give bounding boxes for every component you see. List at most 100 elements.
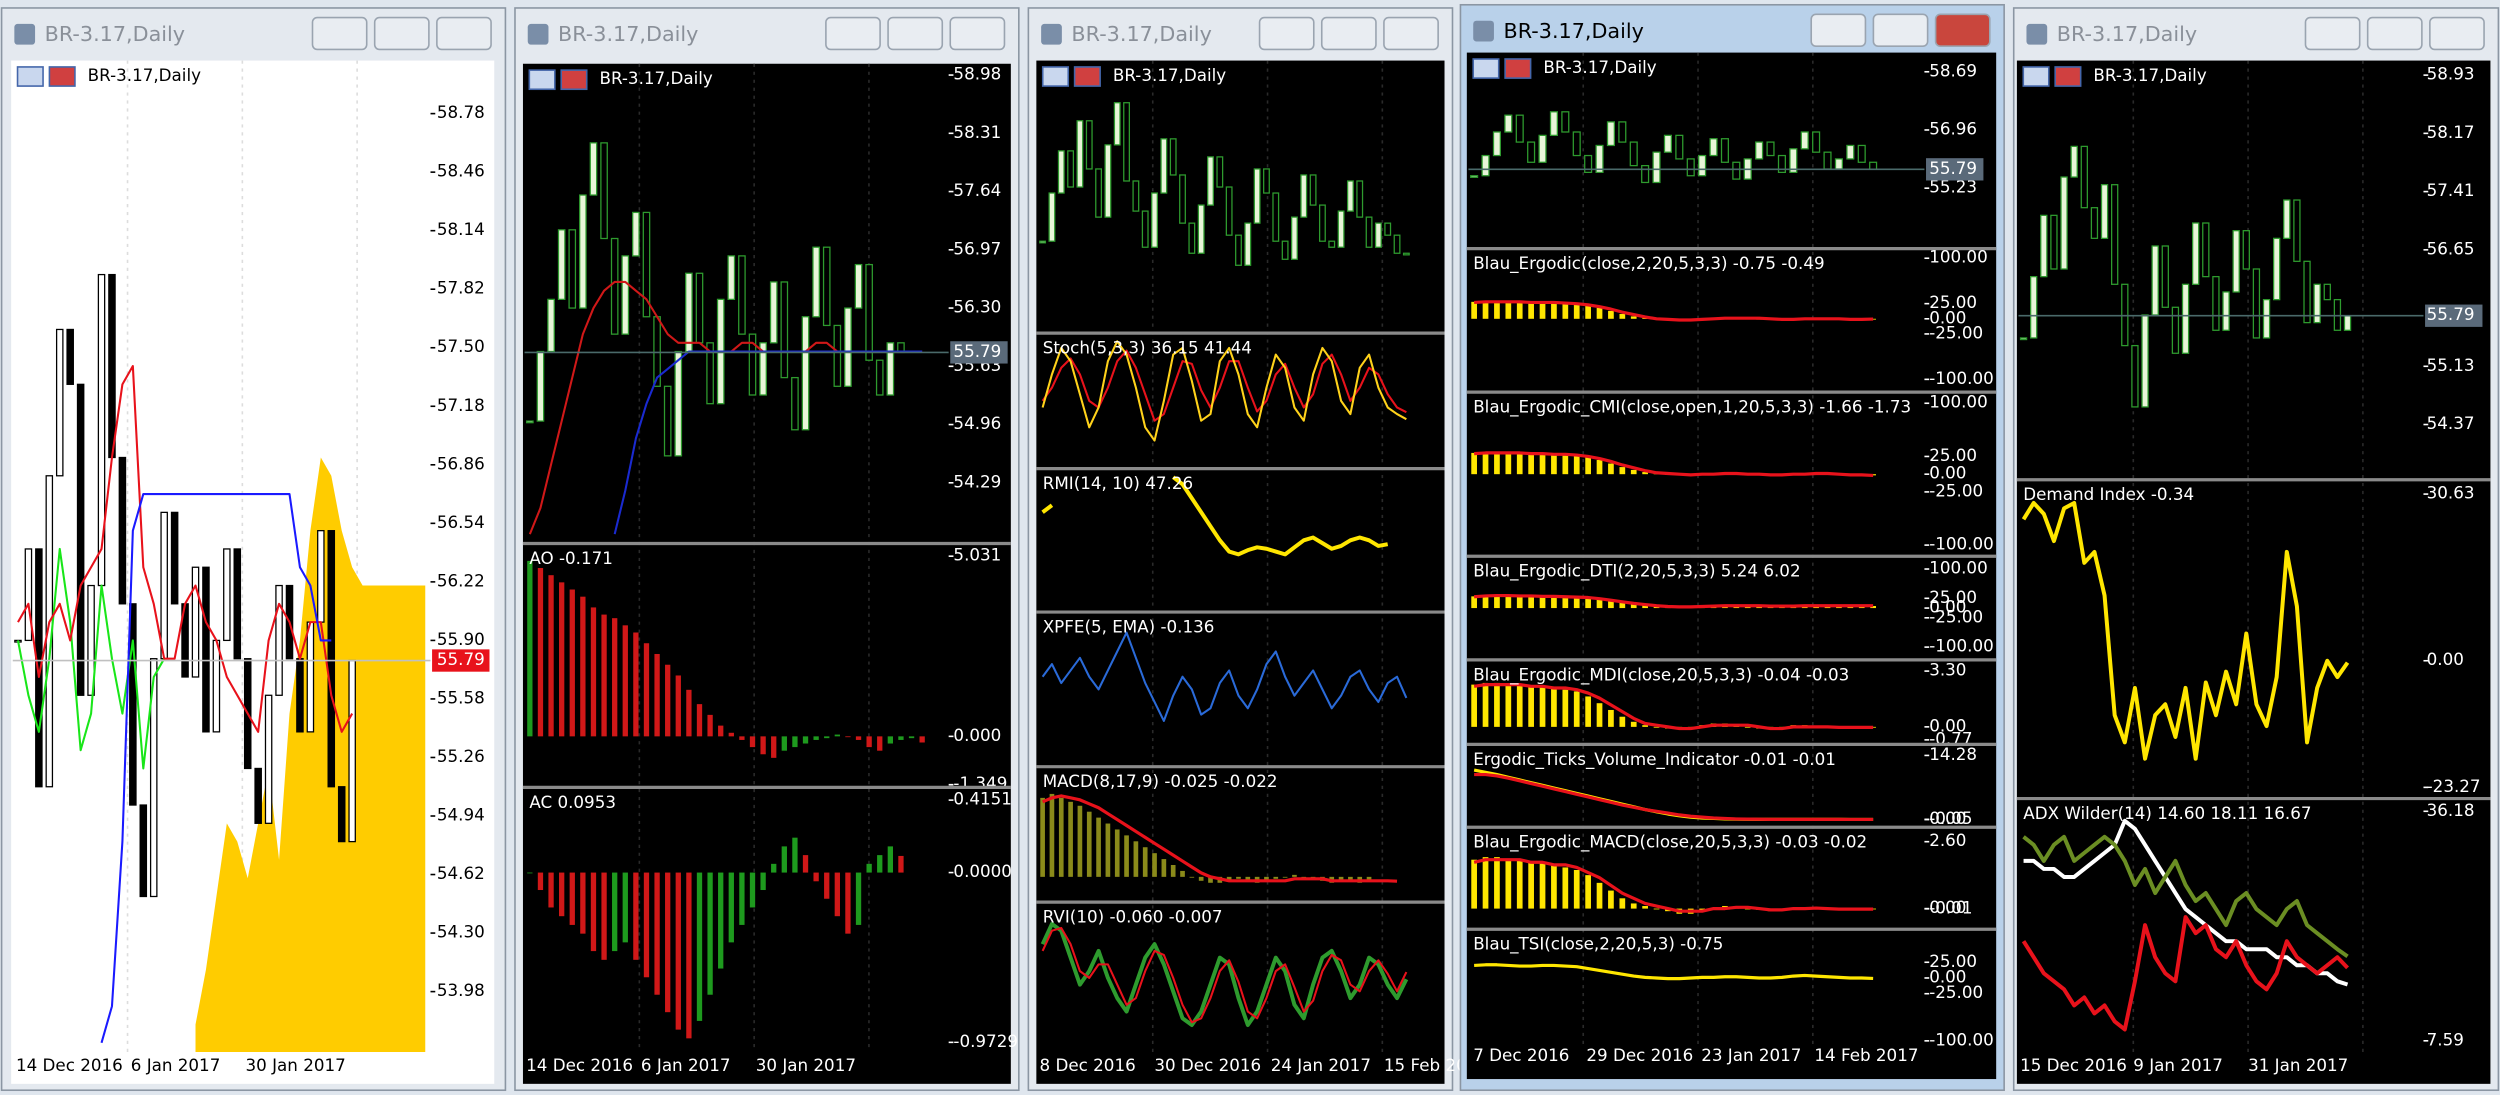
x-tick-label: 9 Jan 2017	[2133, 1055, 2223, 1075]
bar	[1573, 303, 1580, 319]
x-tick-label: 15 Feb 20	[1384, 1055, 1467, 1075]
y-tick-label: 55.13	[2427, 355, 2475, 375]
bar	[569, 589, 575, 737]
candle	[2030, 276, 2038, 339]
close-button[interactable]	[1383, 16, 1439, 51]
bar	[1573, 691, 1580, 727]
line	[100, 493, 332, 1044]
candle	[1272, 192, 1280, 242]
bar	[1539, 686, 1546, 727]
chart-label: BR-3.17,Daily	[2093, 65, 2206, 85]
bar	[760, 736, 766, 755]
bar	[1596, 703, 1603, 727]
close-button[interactable]	[949, 16, 1006, 51]
candle	[337, 786, 346, 843]
bar	[1619, 313, 1626, 319]
bar	[887, 846, 893, 873]
bar	[866, 736, 872, 748]
minimize-button[interactable]	[1258, 16, 1315, 51]
bar	[1471, 452, 1477, 475]
line	[1473, 858, 1874, 913]
bar	[1505, 301, 1512, 319]
bar	[792, 837, 798, 873]
line	[1041, 475, 1389, 557]
candle	[2111, 184, 2119, 285]
candle	[1777, 154, 1786, 174]
candle	[1291, 216, 1298, 260]
bar	[802, 736, 809, 744]
candle	[1057, 150, 1065, 194]
bar	[1585, 457, 1591, 475]
minimize-button[interactable]	[825, 16, 881, 51]
x-tick-label: 14 Dec 2016	[526, 1055, 633, 1075]
bar	[590, 607, 597, 737]
maximize-button[interactable]	[1872, 13, 1929, 48]
close-button[interactable]	[436, 16, 492, 51]
bar	[686, 872, 692, 1039]
pane-label: RVI(10) -0.060 -0.007	[1043, 907, 1223, 927]
y-tick-label: 100.00	[1929, 247, 1988, 267]
y-tick-label: 25.00	[1929, 292, 1977, 312]
minimize-button[interactable]	[2304, 16, 2361, 51]
pane	[1041, 631, 1408, 722]
bar	[590, 872, 597, 952]
bar	[601, 872, 607, 960]
candle	[1515, 114, 1524, 143]
candle	[2181, 283, 2190, 354]
candle	[1527, 141, 1536, 163]
bar	[1642, 906, 1648, 909]
candle	[536, 350, 545, 422]
maximize-button[interactable]	[373, 16, 430, 51]
bar	[877, 855, 883, 873]
maximize-button[interactable]	[2366, 16, 2423, 51]
chart-icon	[16, 66, 44, 87]
candle	[129, 603, 137, 806]
bar	[1608, 310, 1614, 319]
bar	[1077, 805, 1083, 877]
bar	[1505, 595, 1512, 609]
close-button[interactable]	[1934, 13, 1991, 48]
candle	[212, 639, 221, 733]
candle	[621, 255, 630, 335]
candle	[1374, 222, 1382, 248]
candle	[1141, 210, 1149, 248]
bar	[633, 872, 639, 960]
bar	[1630, 903, 1637, 909]
y-tick-label: 5.031	[953, 545, 1001, 565]
candle	[600, 142, 608, 240]
price-label-box	[950, 341, 1008, 364]
candle	[170, 511, 179, 605]
y-tick-label: 57.41	[2427, 180, 2475, 200]
bar	[580, 872, 586, 934]
candle	[108, 273, 116, 459]
candle	[160, 511, 168, 660]
y-tick-label: -25.00	[1929, 606, 1983, 626]
x-tick-label: 31 Jan 2017	[2248, 1055, 2348, 1075]
candle	[1789, 148, 1798, 174]
candle	[812, 246, 820, 318]
bar	[1539, 596, 1546, 609]
bar	[1482, 682, 1489, 727]
y-tick-label: 56.86	[437, 453, 485, 473]
bar	[771, 863, 777, 873]
candle	[759, 342, 767, 396]
y-tick-label: 36.18	[2427, 800, 2475, 820]
candle	[780, 281, 789, 379]
maximize-button[interactable]	[887, 16, 944, 51]
candle	[579, 194, 587, 309]
pane	[527, 837, 904, 1039]
candle	[1800, 131, 1809, 150]
minimize-button[interactable]	[311, 16, 368, 51]
bar	[1744, 908, 1751, 910]
y-tick-label: 0.0000	[953, 861, 1012, 881]
bar	[1264, 876, 1269, 881]
maximize-button[interactable]	[1320, 16, 1377, 51]
minimize-button[interactable]	[1810, 13, 1867, 48]
bar	[1562, 867, 1569, 909]
bar	[1170, 865, 1176, 877]
close-button[interactable]	[2429, 16, 2485, 51]
candle	[2262, 298, 2271, 339]
candle	[139, 804, 148, 898]
chart-icon	[2054, 66, 2082, 87]
candle	[1663, 134, 1672, 153]
